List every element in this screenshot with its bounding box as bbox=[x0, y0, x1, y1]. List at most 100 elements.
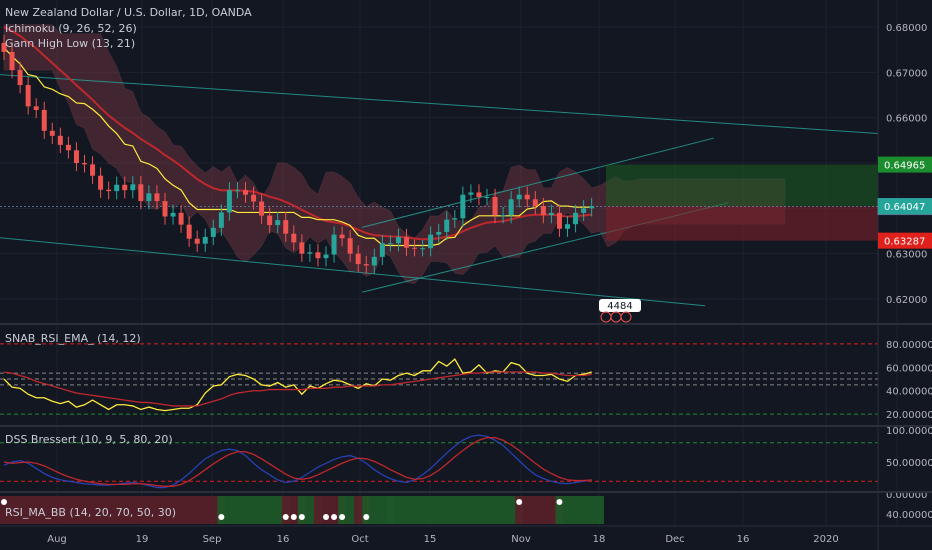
candle-body bbox=[33, 106, 39, 110]
price-tag-box bbox=[878, 198, 932, 215]
candle-body bbox=[202, 236, 208, 244]
rsi-ma-bb-legend[interactable]: RSI_MA_BB (14, 20, 70, 50, 30) bbox=[5, 506, 177, 519]
price-axis-label: 0.63000 bbox=[886, 250, 927, 261]
candle-body bbox=[186, 224, 192, 239]
price-pane[interactable] bbox=[0, 24, 879, 307]
candle-body bbox=[476, 192, 482, 197]
candle-body bbox=[9, 51, 15, 71]
pane-axis-label: 50.00000 bbox=[886, 458, 932, 469]
event-marker[interactable]: 4484 bbox=[599, 299, 641, 323]
price-tag-box bbox=[878, 232, 932, 249]
candle-body bbox=[436, 231, 442, 235]
candle-body bbox=[556, 212, 562, 229]
candle-body bbox=[428, 234, 434, 249]
candle-body bbox=[114, 184, 120, 192]
price-tag-label: 0.64965 bbox=[884, 161, 925, 172]
candle-body bbox=[57, 135, 63, 145]
candle-body bbox=[65, 144, 71, 151]
candle-body bbox=[484, 197, 490, 198]
state-segment bbox=[515, 496, 564, 524]
pane-axis-label: 40.00000 bbox=[886, 510, 932, 521]
signal-dot bbox=[1, 499, 7, 505]
candle-body bbox=[299, 242, 305, 254]
channel-lower-line bbox=[0, 237, 706, 307]
candle-body bbox=[194, 238, 200, 244]
candle-body bbox=[565, 224, 570, 229]
series-line bbox=[3, 437, 592, 487]
ema-line bbox=[3, 26, 592, 241]
pane-axis-label: 40.00000 bbox=[886, 387, 932, 398]
candle-body bbox=[283, 220, 289, 234]
ichimoku-legend[interactable]: Ichimoku (9, 26, 52, 26) bbox=[5, 22, 137, 35]
candle-body bbox=[395, 236, 401, 244]
candle-body bbox=[25, 85, 31, 107]
signal-dot bbox=[218, 514, 225, 520]
event-marker-label: 4484 bbox=[607, 301, 632, 312]
channel-upper-line bbox=[0, 74, 879, 135]
pane-axis-label: 0.00000 bbox=[886, 490, 927, 501]
channel-inner-upper bbox=[361, 137, 715, 228]
candle-body bbox=[1, 42, 7, 52]
time-axis-label: 19 bbox=[136, 534, 149, 545]
series-line bbox=[3, 371, 592, 407]
dss-legend[interactable]: DSS Bressert (10, 9, 5, 80, 20) bbox=[5, 433, 173, 446]
state-segment bbox=[217, 496, 290, 524]
time-axis[interactable]: Aug 19 Sep 16 Oct 15 Nov 18 Dec 16 2020 bbox=[47, 534, 838, 545]
position-loss-zone bbox=[606, 206, 878, 241]
candle-body bbox=[532, 199, 538, 207]
signal-dot bbox=[298, 514, 305, 520]
candle-body bbox=[146, 193, 152, 202]
price-tag-label: 0.63287 bbox=[884, 237, 925, 248]
dss-pane[interactable]: 100.00000 50.00000 0.00000 bbox=[0, 426, 932, 501]
candle-body bbox=[379, 243, 385, 257]
signal-dot bbox=[516, 499, 523, 505]
candle-body bbox=[291, 233, 297, 243]
price-tag-box bbox=[878, 156, 932, 173]
signal-dot bbox=[339, 514, 346, 520]
pane-axis-label: 100.00000 bbox=[886, 426, 932, 437]
pane-axis-label: 60.00000 bbox=[886, 363, 932, 374]
candle-body bbox=[122, 184, 128, 191]
candle-body bbox=[581, 208, 587, 213]
candle-body bbox=[243, 190, 248, 195]
candle-body bbox=[516, 194, 522, 200]
candle-body bbox=[460, 194, 466, 219]
candle-body bbox=[387, 243, 393, 245]
candle-body bbox=[444, 219, 450, 232]
candle-body bbox=[589, 206, 595, 209]
time-axis-label: Oct bbox=[351, 534, 368, 545]
gann-legend[interactable]: Gann High Low (13, 21) bbox=[5, 37, 136, 50]
time-axis-label: Sep bbox=[203, 534, 222, 545]
signal-dot bbox=[282, 514, 289, 520]
pane-axis-label: 80.00000 bbox=[886, 340, 932, 351]
signal-dot bbox=[290, 514, 297, 520]
candle-body bbox=[17, 70, 23, 86]
candle-body bbox=[468, 192, 474, 195]
candle-body bbox=[412, 247, 418, 249]
candle-body bbox=[492, 197, 498, 216]
price-axis-label: 0.67000 bbox=[886, 68, 927, 79]
state-segment bbox=[0, 496, 226, 524]
candle-body bbox=[452, 218, 458, 220]
price-tag-label: 0.64047 bbox=[884, 202, 925, 213]
signal-dot bbox=[363, 514, 370, 520]
rsi-ema-pane[interactable]: 80.00000 60.00000 40.00000 20.00000 bbox=[0, 340, 932, 421]
candle-body bbox=[90, 164, 96, 176]
pane-axis-label: 20.00000 bbox=[886, 410, 932, 421]
candle-body bbox=[331, 234, 337, 255]
candle-body bbox=[548, 212, 554, 216]
candle-body bbox=[98, 175, 104, 190]
candle-body bbox=[524, 194, 530, 200]
rsi-ema-legend[interactable]: SNAB_RSI_EMA_ (14, 12) bbox=[5, 332, 141, 345]
candle-body bbox=[275, 220, 281, 226]
position-profit-zone bbox=[606, 164, 878, 207]
event-flag-icon bbox=[620, 311, 632, 323]
candle-body bbox=[500, 215, 506, 217]
candle-body bbox=[323, 254, 329, 259]
chart-title: New Zealand Dollar / U.S. Dollar, 1D, OA… bbox=[5, 6, 252, 19]
rsi-ma-bb-pane[interactable]: 40.00000 bbox=[0, 496, 932, 524]
